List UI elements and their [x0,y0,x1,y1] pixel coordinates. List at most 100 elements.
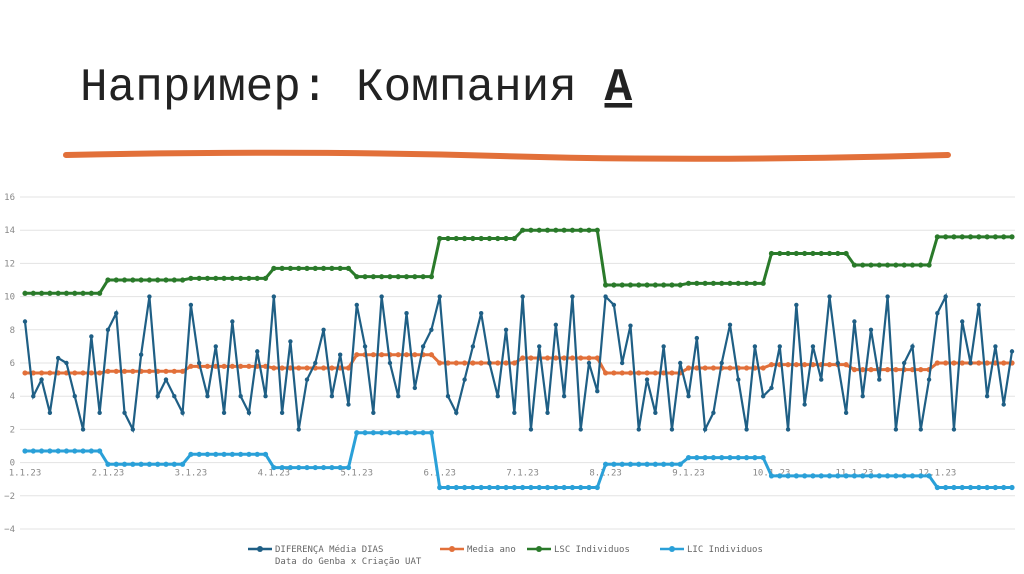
point [926,473,932,479]
point [520,355,526,361]
point [279,410,285,415]
point [121,461,128,467]
legend-label: DIFERENÇA Média DIAS Data do Genba x Cria… [275,544,422,567]
point [130,461,136,467]
title-underline [63,149,951,162]
point [171,461,177,467]
y-tick-label: −2 [4,492,15,502]
point [884,262,891,268]
point [22,290,28,296]
point [594,227,600,233]
point [760,280,766,286]
point [346,402,351,407]
point [354,352,360,358]
point [221,363,227,369]
point [976,234,982,240]
point [578,227,584,233]
point [30,370,36,376]
point [710,280,717,286]
slide-title: Например: Компания A [80,62,633,114]
point [793,250,799,257]
point [321,327,326,332]
point [644,370,650,376]
point [578,355,584,361]
point [370,274,376,280]
point [843,250,849,257]
point [262,451,269,457]
point [188,302,194,308]
legend-marker [669,546,675,552]
point [910,344,915,349]
point [72,370,78,376]
point [354,302,359,308]
point [627,461,634,467]
point [802,250,808,257]
point [826,250,833,257]
point [661,370,667,376]
point [544,484,551,491]
point [569,227,576,233]
point [868,367,874,373]
point [843,473,849,479]
point [669,461,675,467]
point [97,290,103,296]
point [362,430,368,436]
point [188,275,194,281]
point [503,327,509,332]
point [935,311,940,316]
point [909,473,916,479]
point [229,275,235,281]
point [88,290,94,296]
point [544,227,551,233]
point [611,282,617,288]
point [63,290,70,296]
point [719,360,724,366]
point [437,294,442,299]
point [271,464,277,471]
point [943,234,949,240]
legend-line: Media ano [467,545,516,555]
point [55,290,61,296]
point [619,360,625,366]
point [263,394,268,399]
point [661,461,667,467]
point [255,349,260,354]
point [171,277,177,283]
point [105,461,111,467]
point [105,368,111,374]
point [246,451,252,457]
point [520,484,526,491]
point [743,365,750,371]
point [553,322,559,328]
point [959,234,965,240]
point [55,355,61,361]
point [627,370,634,376]
legend-label: Media ano [467,545,516,555]
point [345,365,352,371]
point [785,250,791,257]
point [760,455,766,461]
point [802,473,808,479]
point [279,464,285,471]
point [362,344,368,349]
point [785,473,791,479]
point [445,394,451,399]
point [611,370,617,376]
point [528,355,534,361]
point [155,394,160,399]
x-tick-label: 5.1.23 [341,469,374,479]
point [47,410,53,415]
point [403,274,410,280]
point [296,365,302,371]
point [843,362,849,368]
point [420,344,426,349]
point [993,344,998,349]
point [147,294,152,299]
point [354,430,360,436]
point [876,262,882,268]
point [553,484,559,491]
point [22,319,28,324]
point [403,352,410,358]
point [528,427,534,432]
